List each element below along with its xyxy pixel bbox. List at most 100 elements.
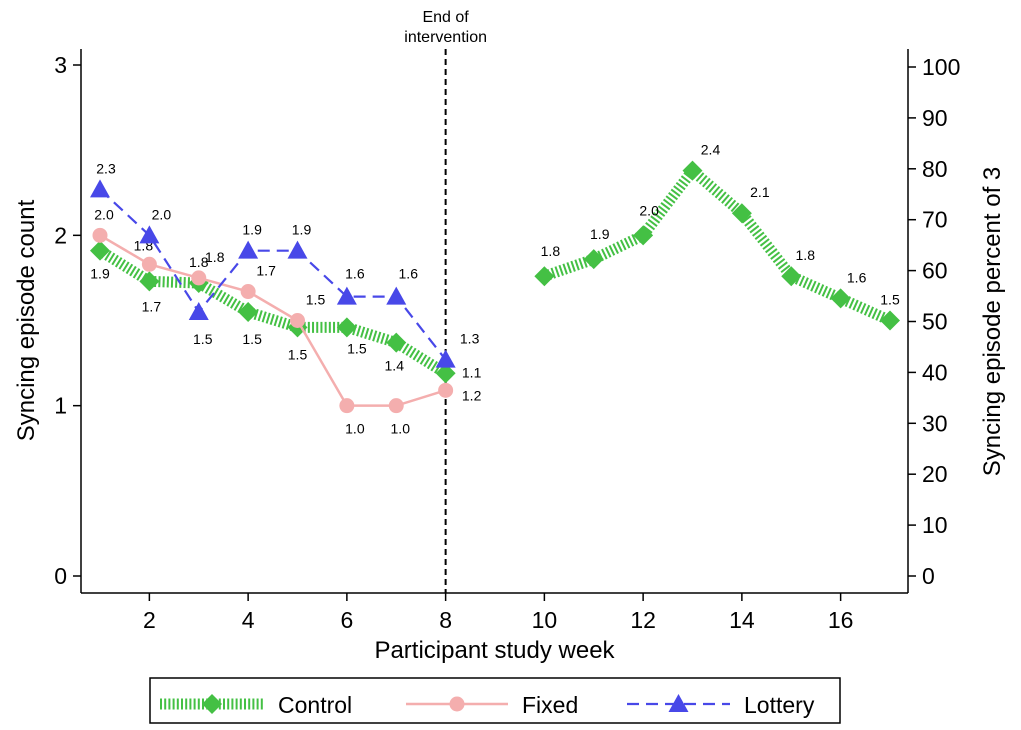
data-point-lottery xyxy=(238,240,259,259)
data-point-control xyxy=(336,317,357,338)
data-point-control xyxy=(435,363,456,384)
data-point-lottery xyxy=(188,301,209,320)
data-point-fixed xyxy=(240,284,256,300)
data-label-fixed: 1.2 xyxy=(462,387,482,403)
data-label-lottery: 1.5 xyxy=(193,331,213,347)
legend-label-control: Control xyxy=(278,692,352,718)
x-tick-label: 2 xyxy=(143,607,156,633)
data-point-lottery xyxy=(435,349,456,368)
y-left-tick-label: 0 xyxy=(54,563,67,589)
data-label-fixed: 1.8 xyxy=(205,249,225,265)
data-label-lottery: 2.0 xyxy=(152,206,172,222)
data-point-control xyxy=(830,288,851,309)
data-label-fixed: 2.0 xyxy=(94,206,114,222)
data-label-control: 1.5 xyxy=(880,292,900,308)
data-label-control: 1.5 xyxy=(242,331,262,347)
legend: Control Fixed Lottery xyxy=(149,677,841,724)
data-label-control: 1.9 xyxy=(90,266,110,282)
annotation-text: intervention xyxy=(404,29,487,46)
legend-box xyxy=(149,677,841,724)
data-point-control xyxy=(534,266,555,287)
series-line-control xyxy=(542,162,893,326)
data-point-lottery xyxy=(386,286,407,305)
legend-marker-lottery xyxy=(668,694,689,712)
x-tick-label: 8 xyxy=(439,607,452,633)
data-label-lottery: 1.9 xyxy=(242,222,262,238)
series-line-fixed xyxy=(99,234,446,407)
data-point-fixed xyxy=(191,270,207,286)
data-label-control: 1.8 xyxy=(541,243,561,259)
data-point-fixed xyxy=(141,256,157,272)
data-label-fixed: 1.5 xyxy=(306,292,326,308)
data-point-control xyxy=(633,225,654,246)
data-label-control: 2.1 xyxy=(750,184,770,200)
data-point-lottery xyxy=(287,240,308,259)
x-tick-label: 6 xyxy=(340,607,353,633)
data-point-control xyxy=(238,301,259,322)
series-lottery: 2.3 2.0 1.5 1.9 1.9 1.6 1.6 1.3 xyxy=(90,160,480,368)
y-right-tick-label: 90 xyxy=(922,105,948,131)
data-point-control xyxy=(583,249,604,270)
y-left-tick-label: 2 xyxy=(54,222,67,248)
legend-label-lottery: Lottery xyxy=(744,692,815,718)
data-point-lottery xyxy=(336,286,357,305)
data-point-lottery xyxy=(139,225,160,244)
data-label-fixed: 1.0 xyxy=(345,421,365,437)
data-label-lottery: 1.9 xyxy=(292,222,312,238)
annotation-text: End of xyxy=(422,9,469,26)
data-label-control: 1.4 xyxy=(385,358,405,374)
y-right-tick-label: 0 xyxy=(922,563,935,589)
data-label-control: 1.8 xyxy=(189,254,209,270)
data-label-control: 1.1 xyxy=(462,364,482,380)
data-point-control xyxy=(139,271,160,292)
x-tick-label: 10 xyxy=(532,607,558,633)
data-label-control: 1.5 xyxy=(288,346,308,362)
legend-marker-control xyxy=(202,694,222,714)
y-right-tick-label: 70 xyxy=(922,207,948,233)
legend-marker-fixed xyxy=(449,696,465,712)
x-axis-title: Participant study week xyxy=(374,637,615,664)
legend-label-fixed: Fixed xyxy=(522,692,578,718)
x-tick-label: 14 xyxy=(729,607,755,633)
y-left-tick-label: 1 xyxy=(54,393,67,419)
y-right-tick-label: 60 xyxy=(922,258,948,284)
y-left-tick-label: 3 xyxy=(54,52,67,78)
data-label-lottery: 2.3 xyxy=(96,160,116,176)
data-label-control: 1.5 xyxy=(347,340,367,356)
series-line-control xyxy=(97,245,449,378)
x-tick-label: 16 xyxy=(828,607,854,633)
data-point-control xyxy=(386,332,407,353)
data-point-control xyxy=(880,310,900,331)
y-right-tick-label: 20 xyxy=(922,461,948,487)
y-right-tick-label: 50 xyxy=(922,309,948,335)
data-point-fixed xyxy=(290,313,305,328)
data-point-fixed xyxy=(339,398,355,414)
y-right-tick-label: 30 xyxy=(922,410,948,436)
data-point-fixed xyxy=(92,227,108,243)
data-label-lottery: 1.6 xyxy=(399,266,419,282)
data-label-lottery: 1.6 xyxy=(345,266,365,282)
y-right-tick-label: 40 xyxy=(922,359,948,385)
y-right-tick-label: 10 xyxy=(922,512,948,538)
data-point-lottery xyxy=(90,179,110,198)
data-point-control xyxy=(731,203,752,224)
data-label-control: 2.0 xyxy=(639,202,659,218)
x-tick-label: 4 xyxy=(242,607,255,633)
data-label-control: 1.6 xyxy=(847,269,867,285)
y-axis-right-title: Syncing episode percent of 3 xyxy=(979,167,1006,477)
data-label-control: 1.9 xyxy=(590,226,610,242)
data-point-control xyxy=(682,160,703,181)
data-label-control: 1.7 xyxy=(142,298,162,314)
x-tick-label: 12 xyxy=(630,607,656,633)
y-axis-left-title: Syncing episode count xyxy=(13,199,40,441)
series-line-lottery xyxy=(99,188,447,361)
data-label-control: 2.4 xyxy=(701,142,721,158)
data-point-control xyxy=(781,266,802,287)
data-point-fixed xyxy=(438,382,454,398)
series-control: 1.9 1.7 1.8 1.5 1.5 1.5 1.4 1.1 1.8 1.9 2.0 2.4 2.1 1… xyxy=(90,142,900,384)
data-point-control xyxy=(90,240,110,261)
data-label-control: 1.8 xyxy=(796,247,816,263)
y-right-tick-label: 100 xyxy=(922,54,960,80)
